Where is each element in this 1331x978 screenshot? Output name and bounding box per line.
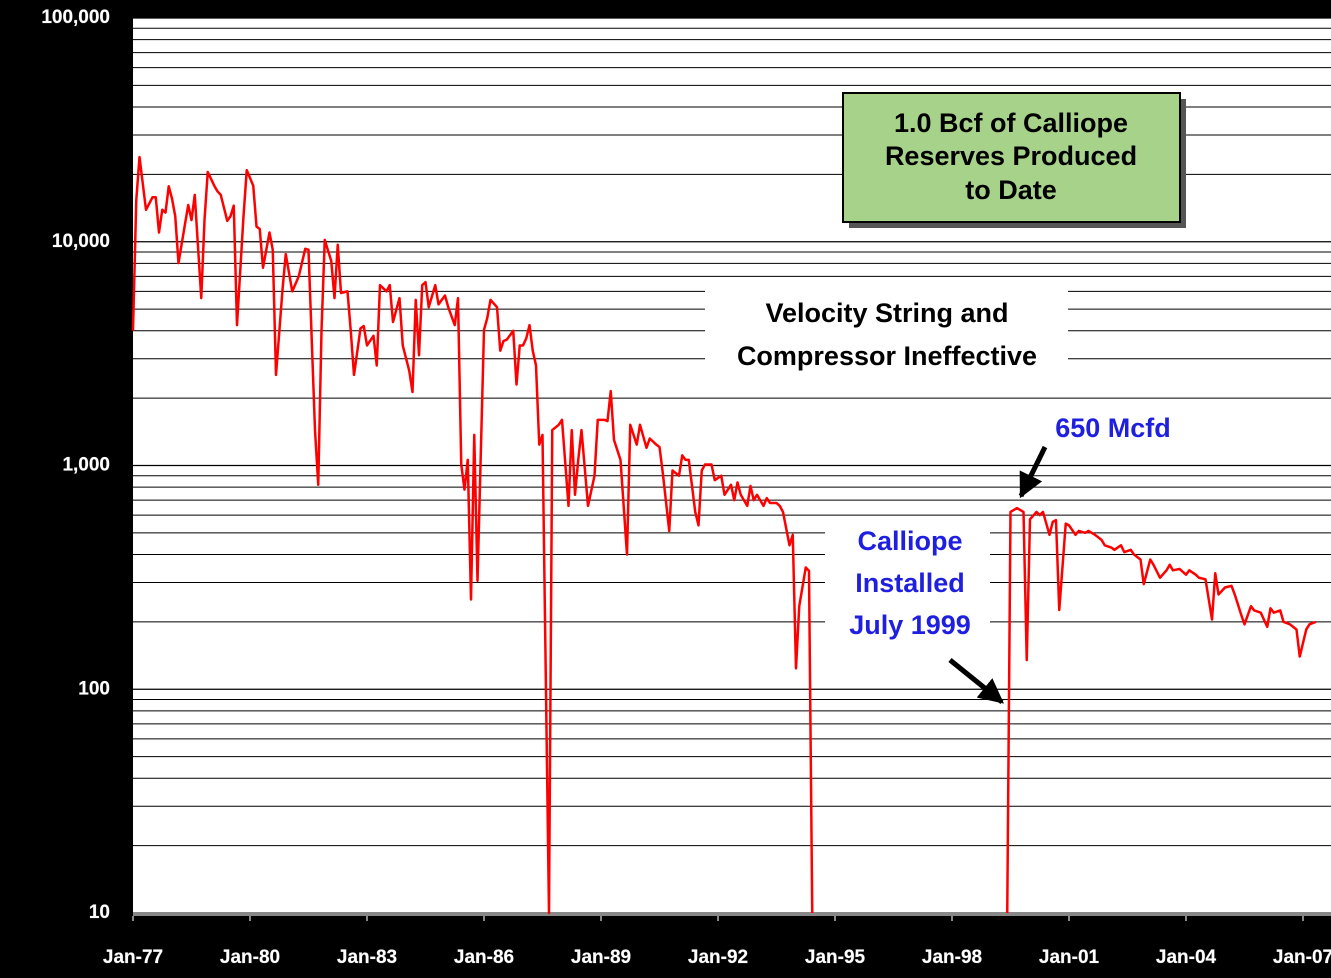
note-text: 1.0 Bcf of Calliope — [894, 108, 1128, 138]
note-box — [842, 92, 1181, 223]
x-tick-label: Jan-07 — [1273, 947, 1331, 968]
x-tick-label: Jan-92 — [688, 947, 748, 968]
note-text: Reserves Produced — [885, 141, 1137, 171]
x-tick-label: Jan-83 — [337, 947, 397, 968]
annotations: 1.0 Bcf of Calliope Reserves Produced to… — [705, 92, 1186, 704]
y-tick-label: 10,000 — [52, 231, 110, 252]
note-text: 650 Mcfd — [1055, 413, 1171, 443]
x-tick-label: Jan-86 — [454, 947, 514, 968]
arrow — [1018, 445, 1048, 499]
marks — [131, 155, 1317, 915]
y-tick-label: 100 — [78, 678, 110, 699]
note-background — [825, 522, 990, 647]
note-text: July 1999 — [849, 610, 971, 640]
x-tick-label: Jan-98 — [922, 947, 982, 968]
note-text: to Date — [965, 175, 1057, 205]
note-background — [705, 290, 1068, 380]
x-tick-label: Jan-80 — [220, 947, 280, 968]
note-text: Calliope — [857, 526, 962, 556]
x-tick-label: Jan-95 — [805, 947, 866, 968]
x-tick-label: Jan-04 — [1156, 947, 1217, 968]
y-tick-label: 1,000 — [62, 455, 110, 476]
y-tick-label: 10 — [89, 902, 110, 923]
x-tick-label: Jan-01 — [1039, 947, 1100, 968]
data-line — [131, 155, 1317, 915]
note-text: Velocity String and — [765, 298, 1008, 328]
note-text: Installed — [855, 568, 965, 598]
y-tick-label: 100,000 — [41, 7, 110, 28]
arrow — [948, 658, 1004, 704]
note-text: Compressor Ineffective — [737, 341, 1037, 371]
x-tick-label: Jan-89 — [571, 947, 631, 968]
x-tick-label: Jan-77 — [103, 947, 163, 968]
